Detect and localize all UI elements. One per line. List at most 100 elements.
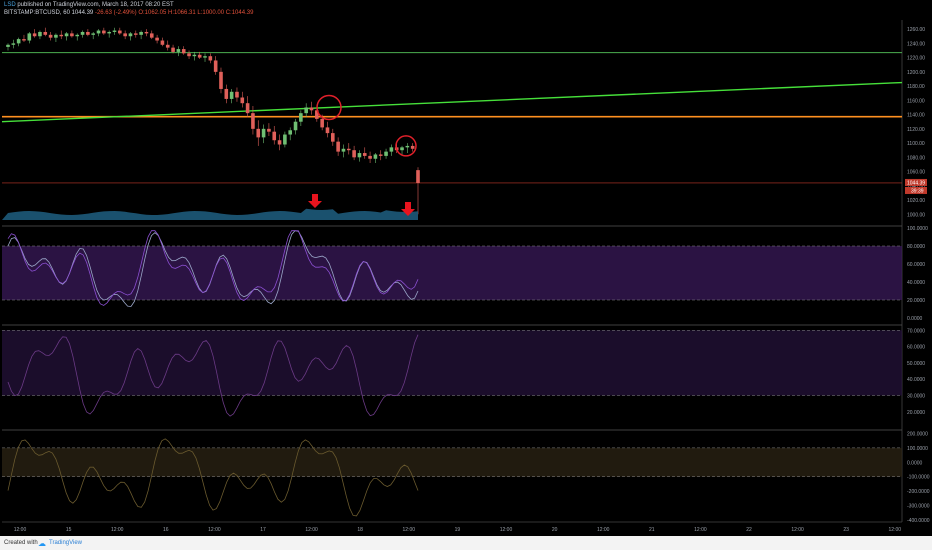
price-tick-label: 1020.00 [907,198,925,204]
rsi-tick-label: 60.0000 [907,345,925,351]
publish-info: published on TradingView.com, March 18, … [17,2,174,8]
price-tick-label: 1140.00 [907,113,925,119]
candle-body [224,88,229,99]
time-tick-label: 18 [357,527,363,533]
stochastic-tick-label: 0.0000 [907,316,923,322]
candle-body [304,107,308,114]
candle-body [251,113,255,129]
last-price-tag-text: 1044.39 [907,180,925,186]
candle-body [277,140,282,145]
time-tick-label: 12:00 [597,527,610,533]
candle-body [400,147,404,151]
rsi-tick-label: 70.0000 [907,328,925,334]
candle-body [38,31,42,37]
price-tick-label: 1060.00 [907,170,925,176]
candle-body [203,56,207,58]
candle-body [245,103,250,114]
symbol-name: BITSTAMP:BTCUSD, 60 [4,10,70,16]
price-tick-label: 1040.00 [907,184,925,190]
candle-body [293,121,298,131]
candle-body [416,170,420,183]
candle-body [91,33,95,35]
candle-body [357,153,362,158]
candle-body [373,154,378,159]
candle-body [362,153,367,156]
time-tick-label: 23 [843,527,849,533]
stochastic-tick-label: 60.0000 [907,262,925,268]
candle-body [229,91,234,99]
candle-body [309,107,314,111]
candle-body [368,155,372,159]
candle-body [107,31,111,34]
cci-line [7,438,419,517]
candle-body [139,31,143,35]
candle-body [389,147,394,152]
price-tick-label: 1120.00 [907,127,925,133]
cci-band [2,447,902,477]
candle-body [54,34,58,38]
time-tick-label: 15 [66,527,72,533]
author-name[interactable]: LSD [4,2,16,8]
rsi-band [2,330,902,396]
candle-body [325,127,330,134]
candle-body [261,128,266,138]
candle-body [16,39,21,44]
symbol-line: BITSTAMP:BTCUSD, 60 1044.39 -26.63 (-2.4… [4,10,253,16]
stochastic-tick-label: 40.0000 [907,280,925,286]
last-price: 1044.39 [71,10,94,16]
time-tick-label: 12:00 [305,527,318,533]
candle-body [75,34,80,37]
stochastic-tick-label: 20.0000 [907,298,925,304]
candle-body [165,44,170,48]
candle-body [283,134,287,145]
price-tick-label: 1100.00 [907,141,925,147]
footer-bar: Created with ☁ TradingView [0,536,932,550]
candle-body [331,133,335,142]
candle-body [128,33,133,37]
time-tick-label: 16 [163,527,169,533]
candle-body [6,44,10,47]
price-tick-label: 1200.00 [907,70,925,76]
candle-body [181,49,186,54]
time-tick-label: 20 [552,527,558,533]
rsi-tick-label: 40.0000 [907,377,925,383]
candle-body [70,33,74,37]
price-tick-label: 1240.00 [907,41,925,47]
rejection-circle [316,94,342,121]
candle-body [102,30,106,34]
price-tick-label: 1220.00 [907,56,925,62]
candle-body [171,47,175,52]
stochastic-tick-label: 100.0000 [907,226,928,232]
countdown-tag [905,186,927,194]
candle-body [256,128,261,138]
volume-arrow-icon [308,194,322,208]
cci-tick-label: -400.0000 [907,518,930,524]
time-tick-label: 19 [455,527,461,533]
candle-body [11,43,16,45]
time-tick-label: 12:00 [208,527,221,533]
rsi-line [7,334,419,417]
price-tick-label: 1080.00 [907,155,925,161]
candle-body [272,131,277,141]
rsi-tick-label: 50.0000 [907,361,925,367]
candle-body [240,97,245,104]
rejection-circle [395,135,417,157]
candle-body [27,33,32,41]
cci-tick-label: -200.0000 [907,489,930,495]
stochastic-signal-line [7,230,419,306]
candle-body [341,148,346,152]
time-tick-label: 22 [746,527,752,533]
cci-tick-label: -300.0000 [907,504,930,510]
candle-body [384,151,388,156]
candle-body [235,91,239,98]
candle-body [48,34,53,38]
candle-body [192,54,197,57]
candle-body [197,54,202,58]
candle-body [219,71,223,89]
last-price-tag [905,178,927,186]
tradingview-brand[interactable]: TradingView [49,540,83,546]
cci-tick-label: 200.0000 [907,431,928,437]
price-chart[interactable]: 1260.00 1240.00 1220.00 1200.00 1180.00 1160.… [0,0,932,536]
candle-body [133,33,138,35]
ohlc-values: O:1062.05 H:1066.31 L:1000.00 C:1044.39 [138,10,254,16]
